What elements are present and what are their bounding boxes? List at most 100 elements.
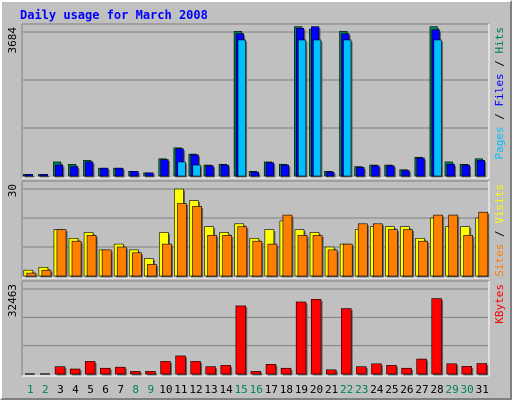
files-bar-6-body xyxy=(100,167,109,177)
panel-1-max-label: 3684 xyxy=(6,27,19,54)
kbytes-bar-13 xyxy=(205,366,218,376)
legend-entry-: / xyxy=(493,107,506,127)
sites-bar-20-body xyxy=(312,235,323,277)
pages-bar-20 xyxy=(313,39,323,178)
sites-bar-1-body xyxy=(26,272,37,277)
sites-bar-4 xyxy=(71,240,83,278)
day-label-8: 8 xyxy=(132,383,139,396)
sites-bar-12-body xyxy=(192,206,202,277)
files-bar-6 xyxy=(100,167,110,178)
files-bar-17 xyxy=(265,162,276,178)
files-bar-9 xyxy=(145,172,155,178)
kbytes-bar-5-body xyxy=(84,361,96,375)
pages-bar-19 xyxy=(297,39,308,178)
files-bar-7 xyxy=(115,167,125,178)
kbytes-bar-3 xyxy=(54,366,67,376)
sites-bar-19 xyxy=(297,235,309,278)
panel-3-max-label: 32463 xyxy=(6,284,19,317)
kbytes-bar-21-body xyxy=(326,369,337,375)
panel-3-area xyxy=(22,281,489,376)
kbytes-bar-22 xyxy=(341,308,353,376)
kbytes-bar-25-body xyxy=(386,365,397,375)
files-bar-9-body xyxy=(145,172,154,177)
kbytes-bar-31 xyxy=(476,363,489,376)
files-bar-2 xyxy=(39,174,50,178)
sites-bar-6 xyxy=(101,249,113,278)
legend-entry-pages: Pages xyxy=(493,126,506,159)
kbytes-bar-3-body xyxy=(54,366,66,375)
pages-bar-19-body xyxy=(297,39,307,177)
files-bar-3 xyxy=(54,164,65,178)
panel-2-max-label: 30 xyxy=(6,184,19,197)
sites-bar-13-body xyxy=(207,235,217,277)
sites-bar-22-body xyxy=(342,243,353,277)
sites-bar-21 xyxy=(327,249,339,278)
files-bar-27-body xyxy=(416,157,425,177)
sites-bar-5 xyxy=(86,235,98,278)
kbytes-bar-10 xyxy=(160,361,172,376)
kbytes-bar-20 xyxy=(310,299,323,376)
kbytes-bar-8 xyxy=(130,371,142,376)
sites-bar-11 xyxy=(177,203,189,278)
day-label-29: 29 xyxy=(445,383,458,396)
kbytes-bar-16-body xyxy=(250,371,262,375)
pages-bar-12 xyxy=(192,164,202,178)
files-bar-5 xyxy=(85,161,95,178)
legend-entry-hits: Hits xyxy=(493,27,506,54)
sites-bar-3 xyxy=(56,229,68,278)
sites-bar-28 xyxy=(433,214,445,278)
panel-2-legend: Sites / Visits xyxy=(493,184,506,277)
day-label-18: 18 xyxy=(280,383,293,396)
kbytes-bar-26-body xyxy=(401,367,412,375)
sites-bar-13 xyxy=(207,235,219,278)
day-label-3: 3 xyxy=(57,383,64,396)
kbytes-bar-24-body xyxy=(371,363,382,375)
sites-bar-2-body xyxy=(41,269,52,277)
sites-bar-12 xyxy=(192,206,204,278)
files-bar-27 xyxy=(416,157,426,178)
kbytes-bar-30-body xyxy=(461,366,472,375)
kbytes-bar-13-body xyxy=(205,366,216,375)
kbytes-bar-11-body xyxy=(175,355,186,375)
day-label-5: 5 xyxy=(87,383,94,396)
kbytes-bar-29 xyxy=(446,363,459,376)
kbytes-bar-6 xyxy=(100,367,112,376)
kbytes-bar-7 xyxy=(115,366,127,376)
sites-bar-9 xyxy=(147,264,158,278)
legend-entry-files: Files xyxy=(493,73,506,106)
sites-bar-14-body xyxy=(222,235,232,277)
files-bar-10-body xyxy=(160,159,169,177)
sites-bar-8 xyxy=(131,252,143,278)
day-label-23: 23 xyxy=(355,383,368,396)
kbytes-bar-4 xyxy=(69,368,82,376)
pages-bar-22 xyxy=(343,39,353,178)
sites-bar-16 xyxy=(252,240,264,278)
day-label-16: 16 xyxy=(250,383,263,396)
files-bar-29 xyxy=(446,163,457,178)
sites-bar-14 xyxy=(222,235,234,278)
files-bar-8 xyxy=(130,171,140,178)
files-bar-31-body xyxy=(476,160,485,177)
panel-3-legend: KBytes xyxy=(493,284,506,324)
files-bar-13-body xyxy=(205,165,214,177)
sites-bar-7-body xyxy=(116,246,127,277)
sites-bar-23-body xyxy=(357,223,368,277)
sites-bar-23 xyxy=(357,223,369,278)
files-bar-4 xyxy=(70,166,80,178)
files-bar-7-body xyxy=(115,167,124,177)
kbytes-bar-12-body xyxy=(190,361,201,375)
day-label-27: 27 xyxy=(415,383,428,396)
sites-bar-25-body xyxy=(388,229,398,277)
sites-bar-18 xyxy=(282,214,294,278)
sites-bar-6-body xyxy=(101,249,112,277)
files-bar-24 xyxy=(371,165,381,178)
pages-bar-11 xyxy=(177,161,187,178)
day-label-21: 21 xyxy=(325,383,338,396)
sites-bar-27 xyxy=(418,240,430,278)
sites-bar-10-body xyxy=(162,243,172,277)
files-bar-23-body xyxy=(356,167,365,177)
kbytes-bar-14 xyxy=(220,365,233,376)
legend-entry-visits: Visits xyxy=(493,184,506,224)
files-bar-23 xyxy=(356,167,366,178)
